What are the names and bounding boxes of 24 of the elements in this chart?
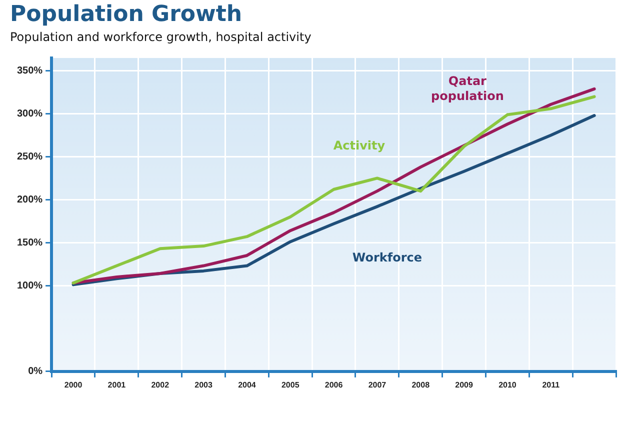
x-tick-label: 2002 [151,380,170,390]
x-tick-label: 2004 [238,380,256,390]
y-tick-label: 100% [17,280,43,292]
text: Activity [333,138,386,152]
x-tick-label: 2007 [368,380,387,390]
y-tick-label: 200% [17,194,43,206]
x-tick-label: 2005 [281,380,300,390]
series-label: Qatar population [431,74,504,104]
x-tick-label: 2001 [108,380,126,390]
y-tick-label: 0% [28,366,43,378]
y-tick-label: 250% [17,151,43,162]
x-tick-label: 2008 [412,380,430,390]
x-tick-label: 2010 [498,380,517,390]
x-tick-label: 2011 [542,380,560,390]
x-tick-label: 2003 [194,380,213,390]
y-tick-label: 300% [17,108,43,120]
y-tick-label: 350% [17,66,43,77]
x-tick-label: 2006 [324,380,344,390]
x-tick-label: 2009 [455,380,474,390]
text: Workforce [352,250,422,265]
y-tick-label: 150% [17,237,43,248]
x-tick-label: 2000 [64,380,83,390]
chart-subtitle: Population and workforce growth, hospital activity [10,30,312,44]
chart-title: Population Growth [10,2,242,27]
